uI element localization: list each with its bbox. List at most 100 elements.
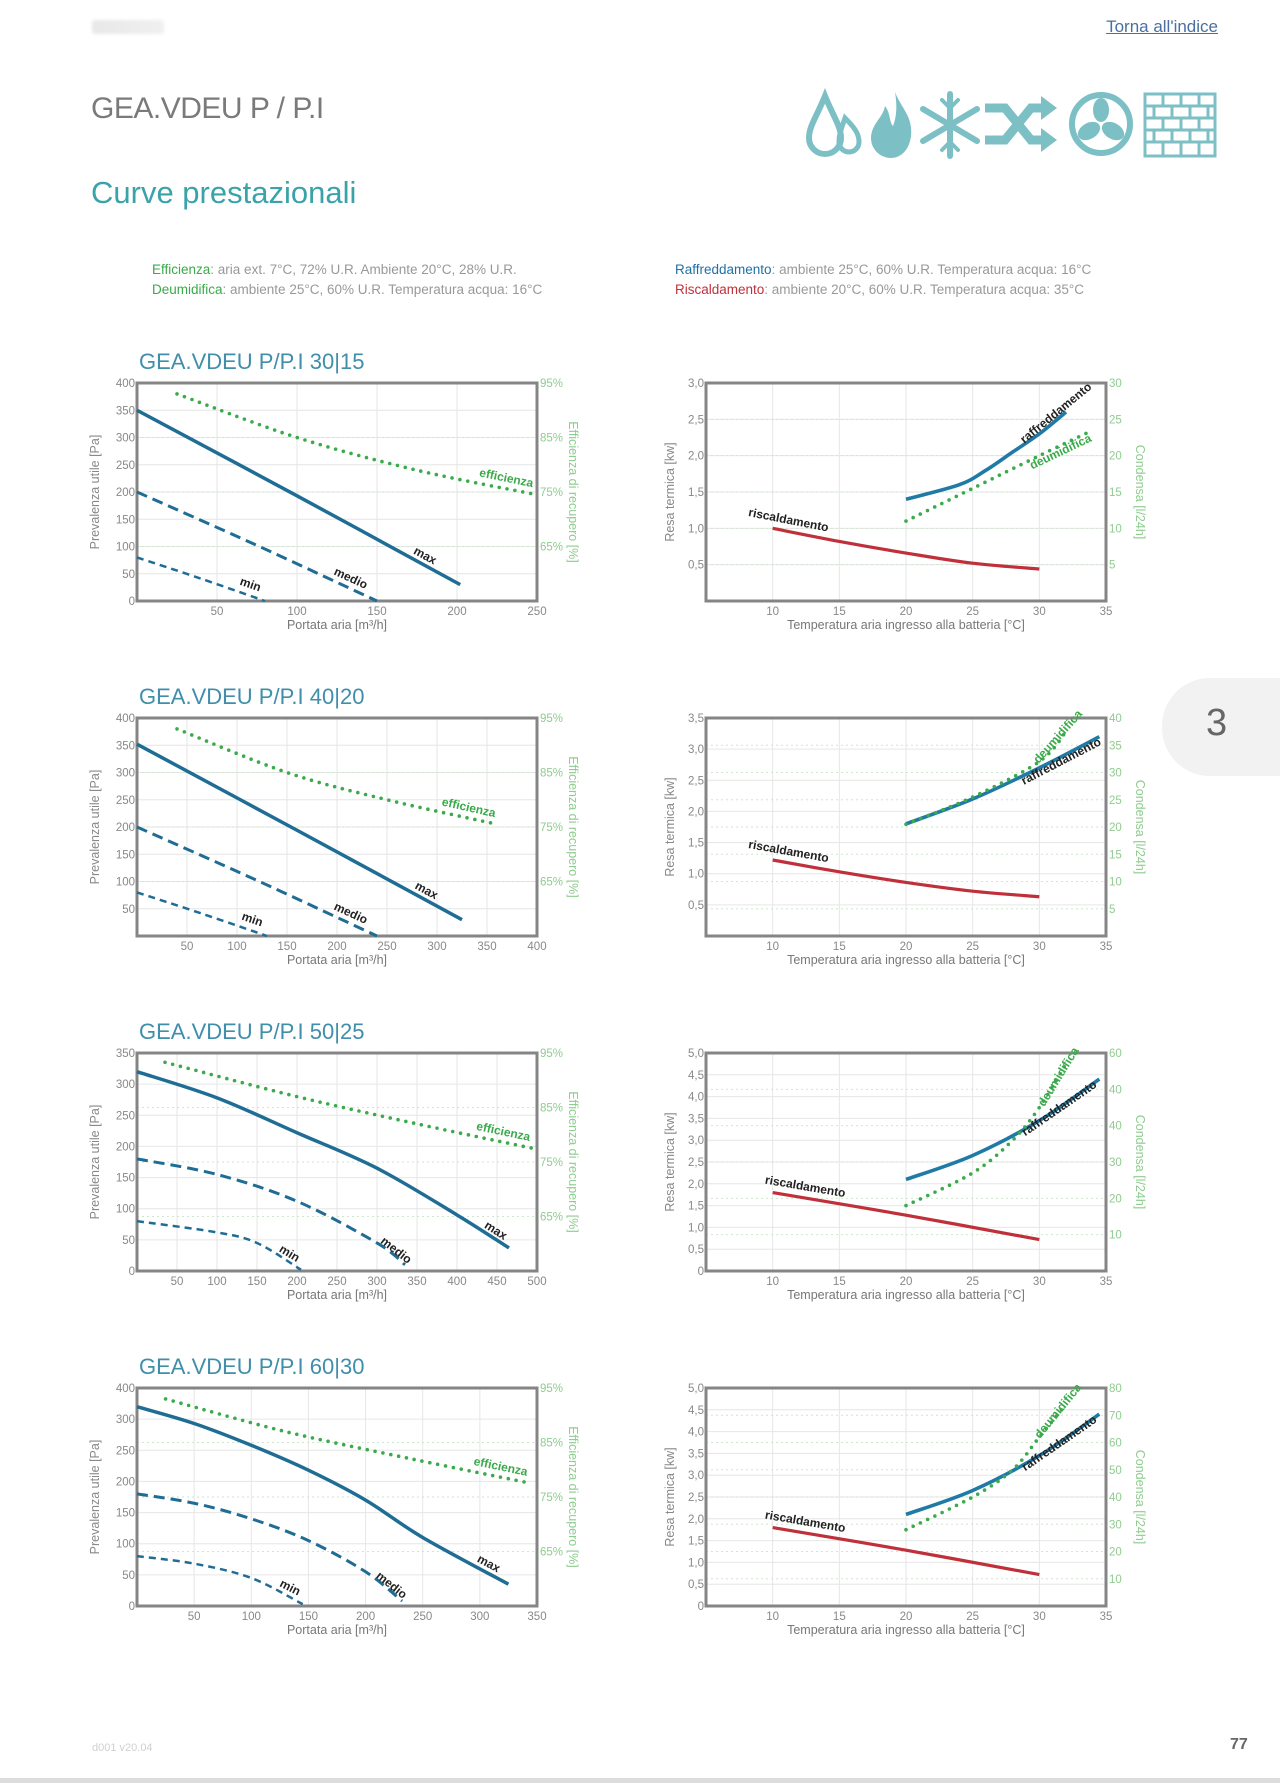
x-tick-label: 150 [367, 606, 386, 618]
series-label-efficienza: efficienza [472, 1454, 529, 1479]
series-line-deumidifica [904, 1062, 1068, 1208]
y2-axis-label: Condensa [l/24h] [1133, 780, 1147, 875]
y-tick-label: 350 [116, 1048, 135, 1060]
x-tick-label: 35 [1100, 1276, 1113, 1288]
y2-tick-label: 75% [540, 1157, 563, 1169]
legend-deumidifica-text: : ambiente 25°C, 60% U.R. Temperatura ac… [222, 282, 543, 297]
y-tick-label: 150 [116, 1508, 135, 1520]
y-tick-label: 0 [129, 596, 135, 608]
y-axis-label: Prevalenza utile [Pa] [88, 1105, 102, 1220]
y2-tick-label: 40 [1109, 1084, 1122, 1096]
back-to-index-link[interactable]: Torna all'indice [1106, 17, 1218, 36]
y-tick-label: 1,0 [688, 1222, 704, 1234]
y-tick-label: 200 [116, 1476, 135, 1488]
x-axis-label: Temperatura aria ingresso alla batteria … [787, 1288, 1025, 1302]
y2-tick-label: 10 [1109, 1230, 1122, 1242]
y2-tick-label: 65% [540, 877, 563, 889]
y2-tick-label: 5 [1109, 904, 1115, 916]
y2-axis-label: Condensa [l/24h] [1133, 1450, 1147, 1545]
x-tick-label: 50 [181, 941, 194, 953]
plot-frame [704, 1051, 1108, 1273]
y-tick-label: 2,5 [688, 1492, 704, 1504]
x-tick-label: 20 [900, 941, 913, 953]
series-line-riscaldamento [772, 1525, 1040, 1577]
y-tick-label: 250 [116, 1110, 135, 1122]
y-tick-label: 0,5 [688, 1244, 704, 1256]
y-tick-label: 50 [122, 569, 135, 581]
x-tick-label: 15 [833, 1611, 846, 1623]
y-tick-label: 250 [116, 460, 135, 472]
series-label-min: min [277, 1242, 303, 1265]
x-axis-label: Portata aria [m³/h] [287, 953, 387, 967]
y-tick-label: 100 [116, 877, 135, 889]
x-tick-label: 300 [427, 941, 446, 953]
series-line-raffreddamento [905, 410, 1068, 502]
y-tick-label: 3,0 [688, 1470, 704, 1482]
series-line-efficienza [163, 1397, 534, 1486]
legend-deumidifica: Deumidifica: ambiente 25°C, 60% U.R. Tem… [152, 282, 542, 297]
y-tick-label: 3,0 [688, 1135, 704, 1147]
y-tick-label: 100 [116, 542, 135, 554]
x-tick-label: 35 [1100, 606, 1113, 618]
y2-tick-label: 85% [540, 433, 563, 445]
y-axis-label: Prevalenza utile [Pa] [88, 1440, 102, 1555]
chapter-tab[interactable]: 3 [1162, 678, 1280, 776]
plot-frame [704, 1386, 1108, 1608]
y-tick-label: 200 [116, 1141, 135, 1153]
x-axis-label: Temperatura aria ingresso alla batteria … [787, 953, 1025, 967]
y2-tick-label: 95% [540, 378, 563, 390]
y-tick-label: 50 [122, 904, 135, 916]
x-tick-label: 15 [833, 941, 846, 953]
series-label-riscaldamento: riscaldamento [764, 1508, 847, 1535]
series-line-riscaldamento [772, 526, 1040, 571]
y2-axis-label: Condensa [l/24h] [1133, 1115, 1147, 1210]
series-line-efficienza [163, 1060, 535, 1151]
y-tick-label: 250 [116, 1445, 135, 1457]
x-tick-label: 100 [227, 941, 246, 953]
y-tick-label: 150 [116, 849, 135, 861]
y-tick-label: 4,5 [688, 1405, 704, 1417]
y-tick-label: 3,0 [688, 744, 704, 756]
chart-title: GEA.VDEU P/P.I 40|20 [139, 684, 364, 709]
y-tick-label: 0 [698, 1266, 704, 1278]
y2-axis-label: Efficienza di recupero [%] [566, 1426, 580, 1568]
fan-chart: 50 100 150 200 250 300 350 400 450 500 0 50 100 150 20… [88, 1048, 580, 1302]
thermal-chart: 10 15 20 25 30 35 0,5 1,0 1,5 2,0 2,5 3,0 3,5 5 10 15 20… [663, 707, 1147, 967]
y2-tick-label: 30 [1109, 768, 1122, 780]
x-tick-label: 50 [188, 1611, 201, 1623]
y-axis-label: Resa termica [kw] [663, 1447, 677, 1546]
plot-frame [704, 716, 1108, 938]
y2-tick-label: 10 [1109, 1574, 1122, 1586]
y2-tick-label: 65% [540, 1212, 563, 1224]
x-tick-label: 200 [356, 1611, 375, 1623]
x-tick-label: 50 [211, 606, 224, 618]
series-line-max [136, 1070, 510, 1250]
chart-title: GEA.VDEU P/P.I 30|15 [139, 349, 364, 374]
y2-tick-label: 25 [1109, 795, 1122, 807]
y-tick-label: 300 [116, 768, 135, 780]
x-tick-label: 10 [766, 1276, 779, 1288]
y-tick-label: 300 [116, 1079, 135, 1091]
y-tick-label: 1,5 [688, 1201, 704, 1213]
y-axis-label: Prevalenza utile [Pa] [88, 435, 102, 550]
legend-raffreddamento-label: Raffreddamento [675, 262, 772, 277]
x-tick-label: 25 [966, 1611, 979, 1623]
y2-tick-label: 50 [1109, 1465, 1122, 1477]
y-tick-label: 350 [116, 405, 135, 417]
y-tick-label: 4,5 [688, 1070, 704, 1082]
y2-tick-label: 75% [540, 822, 563, 834]
series-line-min [136, 556, 266, 603]
x-tick-label: 250 [413, 1611, 432, 1623]
chart-title: GEA.VDEU P/P.I 60|30 [139, 1354, 364, 1379]
series-line-efficienza [175, 392, 539, 497]
series-label-medio: medio [374, 1569, 410, 1602]
y-tick-label: 4,0 [688, 1092, 704, 1104]
x-tick-label: 350 [527, 1611, 546, 1623]
y2-tick-label: 30 [1109, 1519, 1122, 1531]
x-tick-label: 100 [242, 1611, 261, 1623]
fan-chart: 50 100 150 200 250 0 50 100 150 200 250 300 350 400 95… [88, 378, 580, 632]
page-number: 77 [1230, 1736, 1248, 1753]
x-tick-label: 200 [287, 1276, 306, 1288]
y-tick-label: 50 [122, 1235, 135, 1247]
